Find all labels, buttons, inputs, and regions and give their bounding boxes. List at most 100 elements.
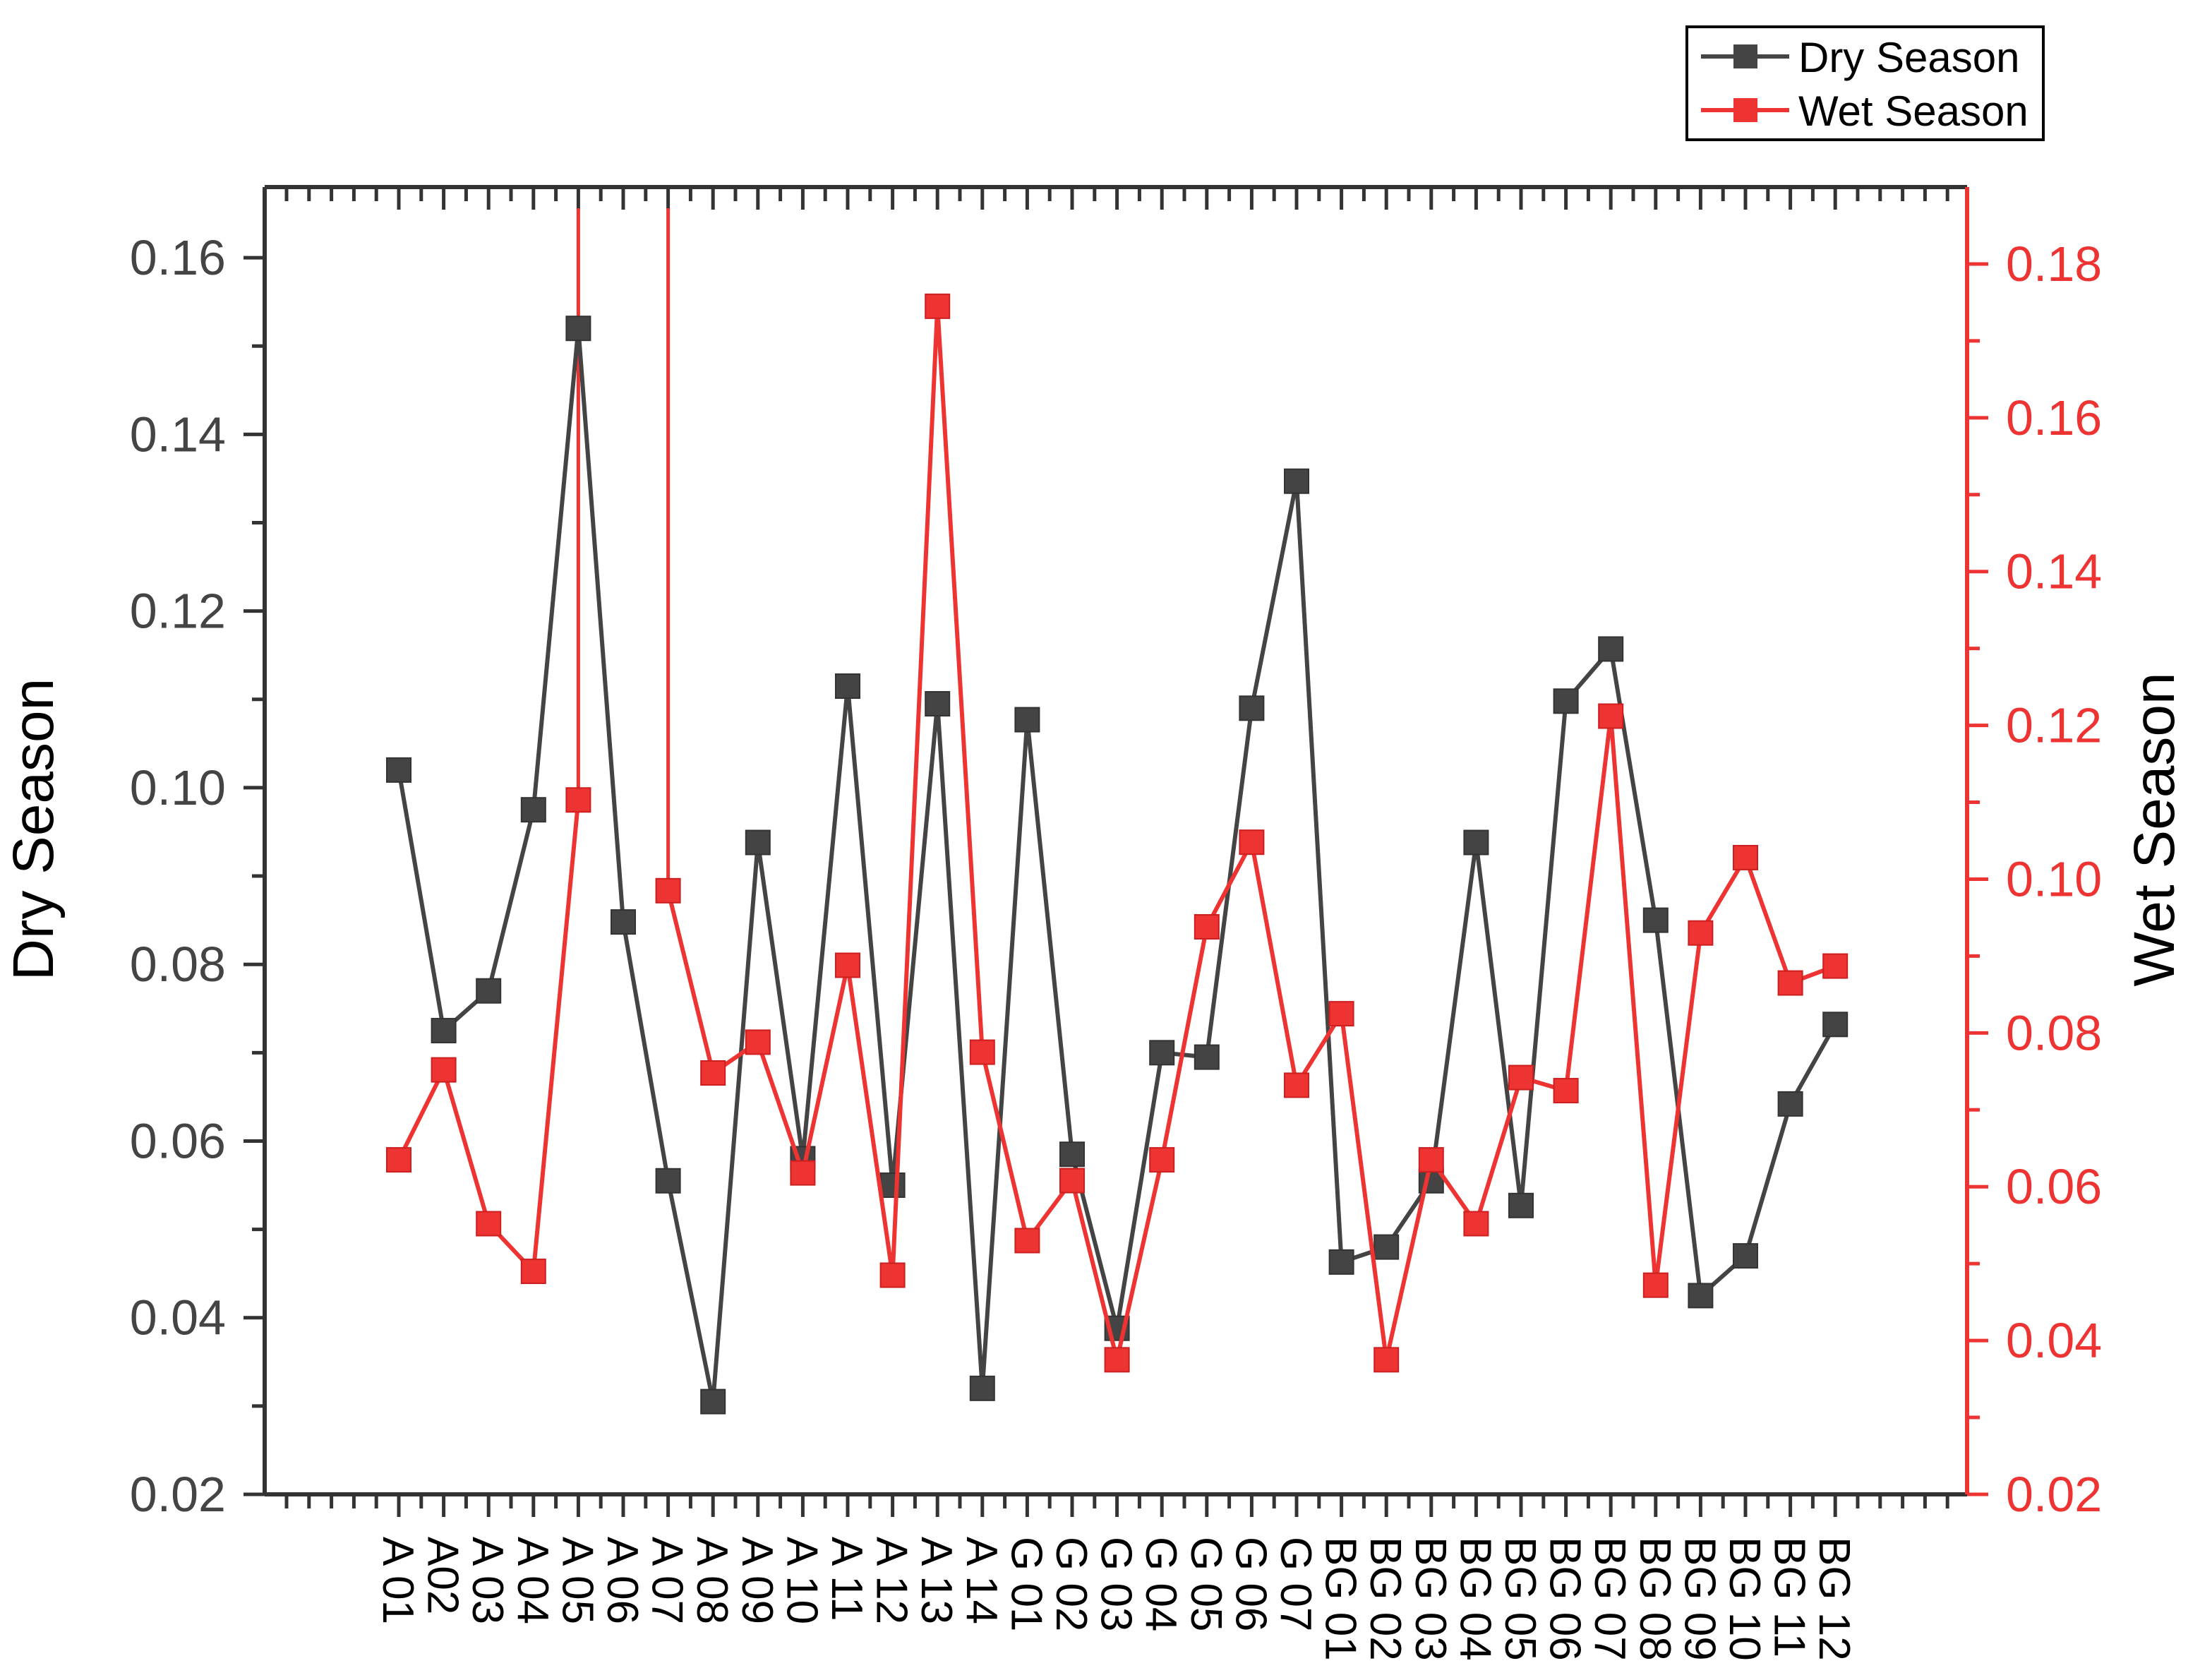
wet-season-marker xyxy=(1463,1211,1489,1237)
x-tick-label: BG 06 xyxy=(1541,1537,1589,1661)
dry-season-marker xyxy=(1014,707,1040,733)
wet-season-marker xyxy=(386,1147,411,1173)
dry-season-marker xyxy=(1598,636,1624,662)
wet-season-marker xyxy=(1014,1228,1040,1254)
dry-season-marker xyxy=(520,797,546,823)
wet-season-marker xyxy=(1104,1347,1130,1373)
dry-season-marker xyxy=(1463,829,1489,856)
wet-season-marker xyxy=(700,1060,726,1086)
x-tick-label: A 10 xyxy=(777,1537,826,1624)
dry-season-marker xyxy=(700,1388,726,1415)
dry-season-marker xyxy=(476,978,502,1004)
wet-season-marker xyxy=(1508,1064,1534,1091)
wet-season-legend-label: Wet Season xyxy=(1798,88,2028,135)
y-left-tick-label: 0.10 xyxy=(130,760,226,815)
wet-season-marker xyxy=(1374,1347,1400,1373)
x-tick-label: A02 xyxy=(419,1537,467,1614)
dry-season-marker xyxy=(431,1018,457,1044)
dry-season-marker xyxy=(1284,468,1309,494)
wet-season-marker xyxy=(1822,953,1849,979)
dry-season-marker xyxy=(1733,1243,1758,1269)
x-tick-label: G 01 xyxy=(1002,1537,1050,1631)
x-tick-label: BG 08 xyxy=(1630,1537,1679,1661)
dry-season-marker xyxy=(1149,1040,1175,1066)
wet-season-marker xyxy=(835,952,860,978)
wet-season-marker xyxy=(969,1039,995,1065)
y-right-tick-label: 0.18 xyxy=(2006,236,2102,292)
y-left-tick-label: 0.06 xyxy=(130,1113,226,1168)
wet-season-marker xyxy=(655,877,681,904)
y-left-tick-label: 0.12 xyxy=(130,584,226,639)
x-tick-label: A 08 xyxy=(687,1537,736,1624)
y-left-tick-label: 0.02 xyxy=(130,1467,226,1522)
wet-season-marker xyxy=(745,1029,771,1055)
y-right-tick-label: 0.10 xyxy=(2006,851,2102,906)
x-tick-label: BG 09 xyxy=(1675,1537,1724,1661)
legend: Dry Season Wet Season xyxy=(1685,25,2045,141)
x-tick-label: A 11 xyxy=(822,1537,871,1621)
dry-season-marker xyxy=(835,673,860,700)
x-tick-label: A 14 xyxy=(957,1537,1006,1624)
wet-season-marker xyxy=(1149,1147,1175,1173)
dry-season-marker xyxy=(386,757,411,783)
dry-season-marker xyxy=(565,316,591,342)
x-tick-label: BG 04 xyxy=(1450,1537,1499,1661)
wet-season-marker xyxy=(520,1259,546,1285)
x-tick-label: G 02 xyxy=(1047,1537,1095,1631)
x-tick-label: A 07 xyxy=(643,1537,692,1624)
wet-season-marker xyxy=(1688,920,1714,946)
dry-season-marker xyxy=(925,691,951,717)
wet-season-marker xyxy=(1598,703,1624,729)
dry-season-marker xyxy=(655,1168,681,1194)
wet-season-legend-marker xyxy=(1733,98,1757,122)
y-right-tick-label: 0.08 xyxy=(2006,1005,2102,1060)
wet-season-marker xyxy=(1418,1147,1444,1173)
x-tick-label: G 05 xyxy=(1182,1537,1230,1631)
dry-season-legend-label: Dry Season xyxy=(1798,34,2019,81)
x-tick-label: A 06 xyxy=(598,1537,647,1624)
wet-season-marker xyxy=(1239,829,1265,856)
x-tick-label: G 06 xyxy=(1226,1537,1275,1631)
dry-season-marker xyxy=(969,1375,995,1401)
wet-season-marker xyxy=(476,1211,502,1237)
dry-season-marker xyxy=(1822,1012,1849,1038)
x-tick-label: A 09 xyxy=(733,1537,781,1624)
x-tick-label: BG 05 xyxy=(1496,1537,1544,1661)
x-tick-label: BG 12 xyxy=(1810,1537,1858,1661)
wet-season-marker xyxy=(790,1160,816,1186)
dry-season-marker xyxy=(611,909,636,935)
wet-season-marker xyxy=(879,1262,906,1288)
y-right-tick-label: 0.04 xyxy=(2006,1313,2102,1368)
wet-season-marker xyxy=(1642,1272,1669,1298)
y-right-tick-label: 0.14 xyxy=(2006,544,2102,599)
x-tick-label: A 03 xyxy=(463,1537,512,1624)
y-left-tick-label: 0.08 xyxy=(130,937,226,992)
dry-season-marker xyxy=(1328,1249,1354,1275)
wet-season-marker xyxy=(1194,914,1220,940)
x-tick-label: A 04 xyxy=(508,1537,557,1624)
x-tick-label: BG 02 xyxy=(1361,1537,1409,1661)
dry-season-marker xyxy=(1374,1234,1400,1260)
wet-season-marker xyxy=(1733,844,1758,870)
y-axis-label-right: Wet Season xyxy=(2122,672,2187,986)
x-tick-label: BG 01 xyxy=(1316,1537,1365,1661)
dry-season-legend-marker xyxy=(1733,44,1757,68)
dry-season-marker xyxy=(1239,695,1265,721)
x-tick-label: G 03 xyxy=(1092,1537,1141,1631)
x-tick-label: A 05 xyxy=(553,1537,601,1624)
x-tick-label: A 13 xyxy=(912,1537,961,1624)
axes-layer: 0.02 0.04 0.06 0.08 0.10 0.12 0.14 0.16 0.02 0.04… xyxy=(130,185,2102,1661)
y-left-tick-label: 0.14 xyxy=(130,407,226,462)
dry-season-marker xyxy=(745,829,771,856)
y-right-tick-label: 0.06 xyxy=(2006,1159,2102,1214)
x-tick-label: BG 11 xyxy=(1765,1537,1814,1657)
wet-season-marker xyxy=(1059,1168,1085,1194)
dry-season-marker xyxy=(1059,1141,1085,1168)
y-right-tick-label: 0.02 xyxy=(2006,1467,2102,1522)
wet-season-marker xyxy=(431,1057,457,1083)
y-right-tick-label: 0.16 xyxy=(2006,390,2102,445)
y-left-tick-label: 0.04 xyxy=(130,1290,226,1345)
dry-season-marker xyxy=(1777,1091,1803,1117)
wet-season-marker xyxy=(1328,1001,1354,1027)
